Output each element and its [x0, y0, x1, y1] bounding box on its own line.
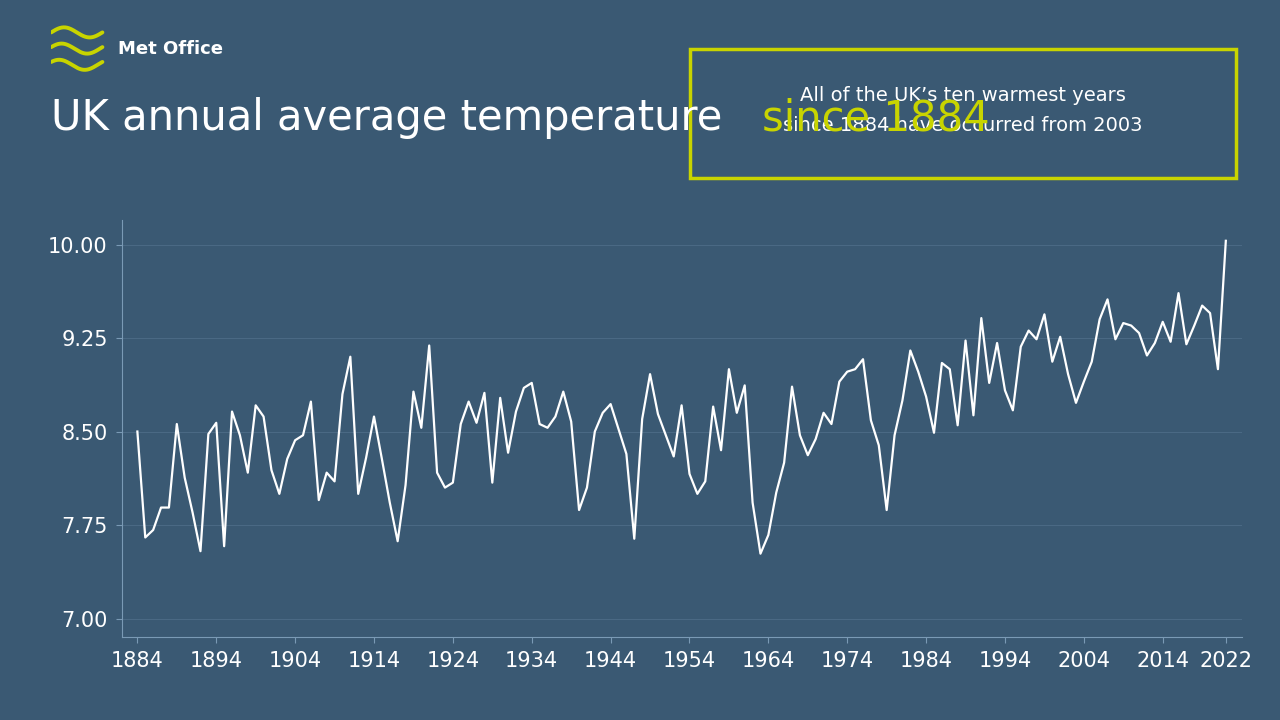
- Text: All of the UK’s ten warmest years
since 1884 have occurred from 2003: All of the UK’s ten warmest years since …: [783, 86, 1143, 135]
- Text: since 1884: since 1884: [762, 97, 989, 139]
- Text: UK annual average temperature: UK annual average temperature: [51, 97, 736, 139]
- Text: Met Office: Met Office: [118, 40, 223, 58]
- FancyBboxPatch shape: [690, 49, 1236, 178]
